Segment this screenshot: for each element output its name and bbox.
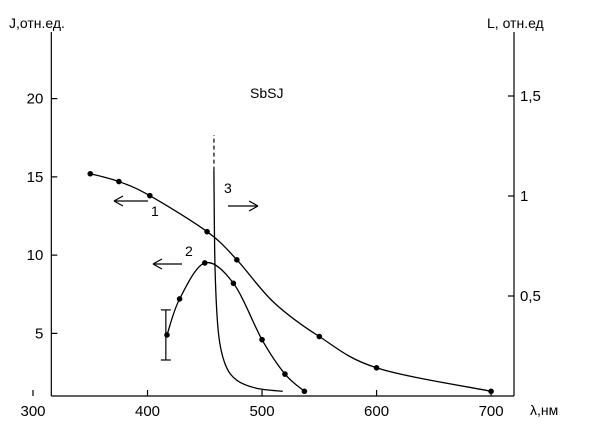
x-tick-label: 700 <box>479 403 504 420</box>
series-1-point <box>488 388 494 395</box>
x-tick-label: 300 <box>20 403 45 420</box>
y-left-tick-label: 15 <box>27 169 44 186</box>
y-right-axis-label: L, отн.ед <box>487 15 544 31</box>
series-1-point <box>373 365 380 371</box>
series-3-line <box>213 170 283 392</box>
labels: J,отн.ед. L, отн.ед λ,нм SbSJ 1 2 3 300 4… <box>9 15 558 420</box>
curves <box>90 135 492 392</box>
series-1-point <box>234 257 240 263</box>
series-1-point <box>87 170 94 177</box>
marks <box>87 170 494 395</box>
y-left-tick-label: 20 <box>27 91 44 108</box>
x-axis-label: λ,нм <box>530 402 558 418</box>
series-1-axis-arrow-icon <box>113 195 148 207</box>
x-tick-label: 500 <box>250 403 275 420</box>
series-1-point <box>116 178 122 185</box>
series-2-point <box>259 336 265 343</box>
series-2-point <box>301 388 308 395</box>
series-2-point <box>230 280 237 287</box>
y-right-tick-label: 0,5 <box>520 288 541 305</box>
x-tick-label: 600 <box>364 403 389 420</box>
y-left-axis-label: J,отн.ед. <box>9 15 65 31</box>
chart-title: SbSJ <box>250 85 283 101</box>
series-2-axis-arrow-icon <box>152 258 182 270</box>
series-2-point <box>201 260 208 266</box>
series-2-label: 2 <box>185 243 193 259</box>
x-tick-label: 400 <box>135 403 160 420</box>
series-1-point <box>204 228 210 235</box>
series-2-point <box>176 296 183 302</box>
series-1-point <box>316 333 323 340</box>
series-2-point <box>282 371 288 377</box>
series-2-point <box>164 332 170 338</box>
axes <box>32 32 515 397</box>
series-1-point <box>147 192 153 199</box>
series-3-axis-arrow-icon <box>228 200 259 212</box>
y-left-tick-label: 5 <box>35 325 43 342</box>
series-3-label: 3 <box>224 180 232 196</box>
y-left-tick-label: 10 <box>27 247 44 264</box>
y-right-tick-label: 1,5 <box>520 88 541 105</box>
series-1-label: 1 <box>151 203 159 219</box>
y-right-tick-label: 1 <box>520 188 528 205</box>
